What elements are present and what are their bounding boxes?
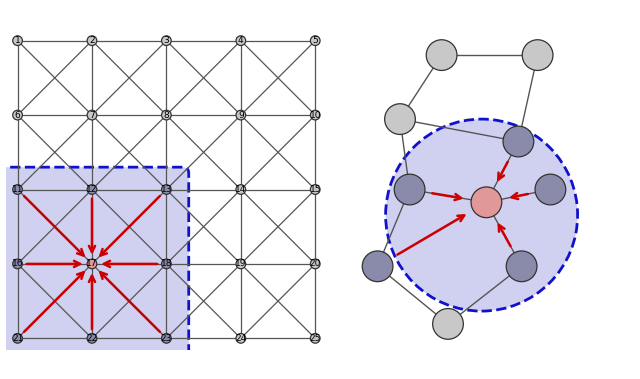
- Text: 19: 19: [235, 259, 246, 268]
- Circle shape: [13, 110, 22, 120]
- Circle shape: [87, 259, 97, 269]
- Circle shape: [236, 110, 246, 120]
- Circle shape: [310, 185, 320, 194]
- Text: 10: 10: [310, 111, 321, 120]
- Circle shape: [310, 259, 320, 269]
- Circle shape: [236, 334, 246, 343]
- Circle shape: [310, 334, 320, 343]
- Circle shape: [13, 36, 22, 45]
- FancyBboxPatch shape: [0, 167, 189, 361]
- Text: 9: 9: [238, 111, 244, 120]
- Text: 4: 4: [238, 36, 244, 45]
- Circle shape: [236, 185, 246, 194]
- Circle shape: [87, 185, 97, 194]
- Circle shape: [535, 174, 566, 205]
- Circle shape: [362, 251, 393, 282]
- Circle shape: [13, 334, 22, 343]
- Text: 18: 18: [161, 259, 172, 268]
- Text: 3: 3: [164, 36, 169, 45]
- Text: 21: 21: [12, 334, 23, 343]
- Circle shape: [385, 104, 415, 135]
- Text: 20: 20: [310, 259, 321, 268]
- Text: 6: 6: [15, 111, 20, 120]
- Circle shape: [310, 36, 320, 45]
- Text: 12: 12: [86, 185, 98, 194]
- Text: 5: 5: [312, 36, 318, 45]
- Circle shape: [426, 40, 457, 70]
- Text: 7: 7: [89, 111, 95, 120]
- Circle shape: [87, 334, 97, 343]
- Circle shape: [506, 251, 537, 282]
- Circle shape: [13, 185, 22, 194]
- Text: 1: 1: [15, 36, 20, 45]
- Circle shape: [87, 36, 97, 45]
- Text: 13: 13: [161, 185, 172, 194]
- Text: 2: 2: [89, 36, 95, 45]
- Circle shape: [471, 187, 502, 218]
- Circle shape: [13, 259, 22, 269]
- Circle shape: [522, 40, 553, 70]
- Circle shape: [394, 174, 425, 205]
- Text: 17: 17: [86, 259, 98, 268]
- Circle shape: [161, 259, 172, 269]
- Text: 15: 15: [310, 185, 321, 194]
- Circle shape: [161, 36, 172, 45]
- Circle shape: [385, 119, 578, 311]
- Text: 14: 14: [235, 185, 246, 194]
- Text: 22: 22: [86, 334, 98, 343]
- Text: 23: 23: [161, 334, 172, 343]
- Text: 11: 11: [12, 185, 23, 194]
- Circle shape: [161, 110, 172, 120]
- Circle shape: [161, 334, 172, 343]
- Circle shape: [503, 126, 534, 157]
- Text: 8: 8: [164, 111, 169, 120]
- Text: 24: 24: [235, 334, 246, 343]
- Circle shape: [161, 185, 172, 194]
- Circle shape: [236, 259, 246, 269]
- Circle shape: [236, 36, 246, 45]
- Text: 25: 25: [310, 334, 321, 343]
- Circle shape: [433, 309, 463, 339]
- Circle shape: [310, 110, 320, 120]
- Circle shape: [87, 110, 97, 120]
- Text: 16: 16: [12, 259, 23, 268]
